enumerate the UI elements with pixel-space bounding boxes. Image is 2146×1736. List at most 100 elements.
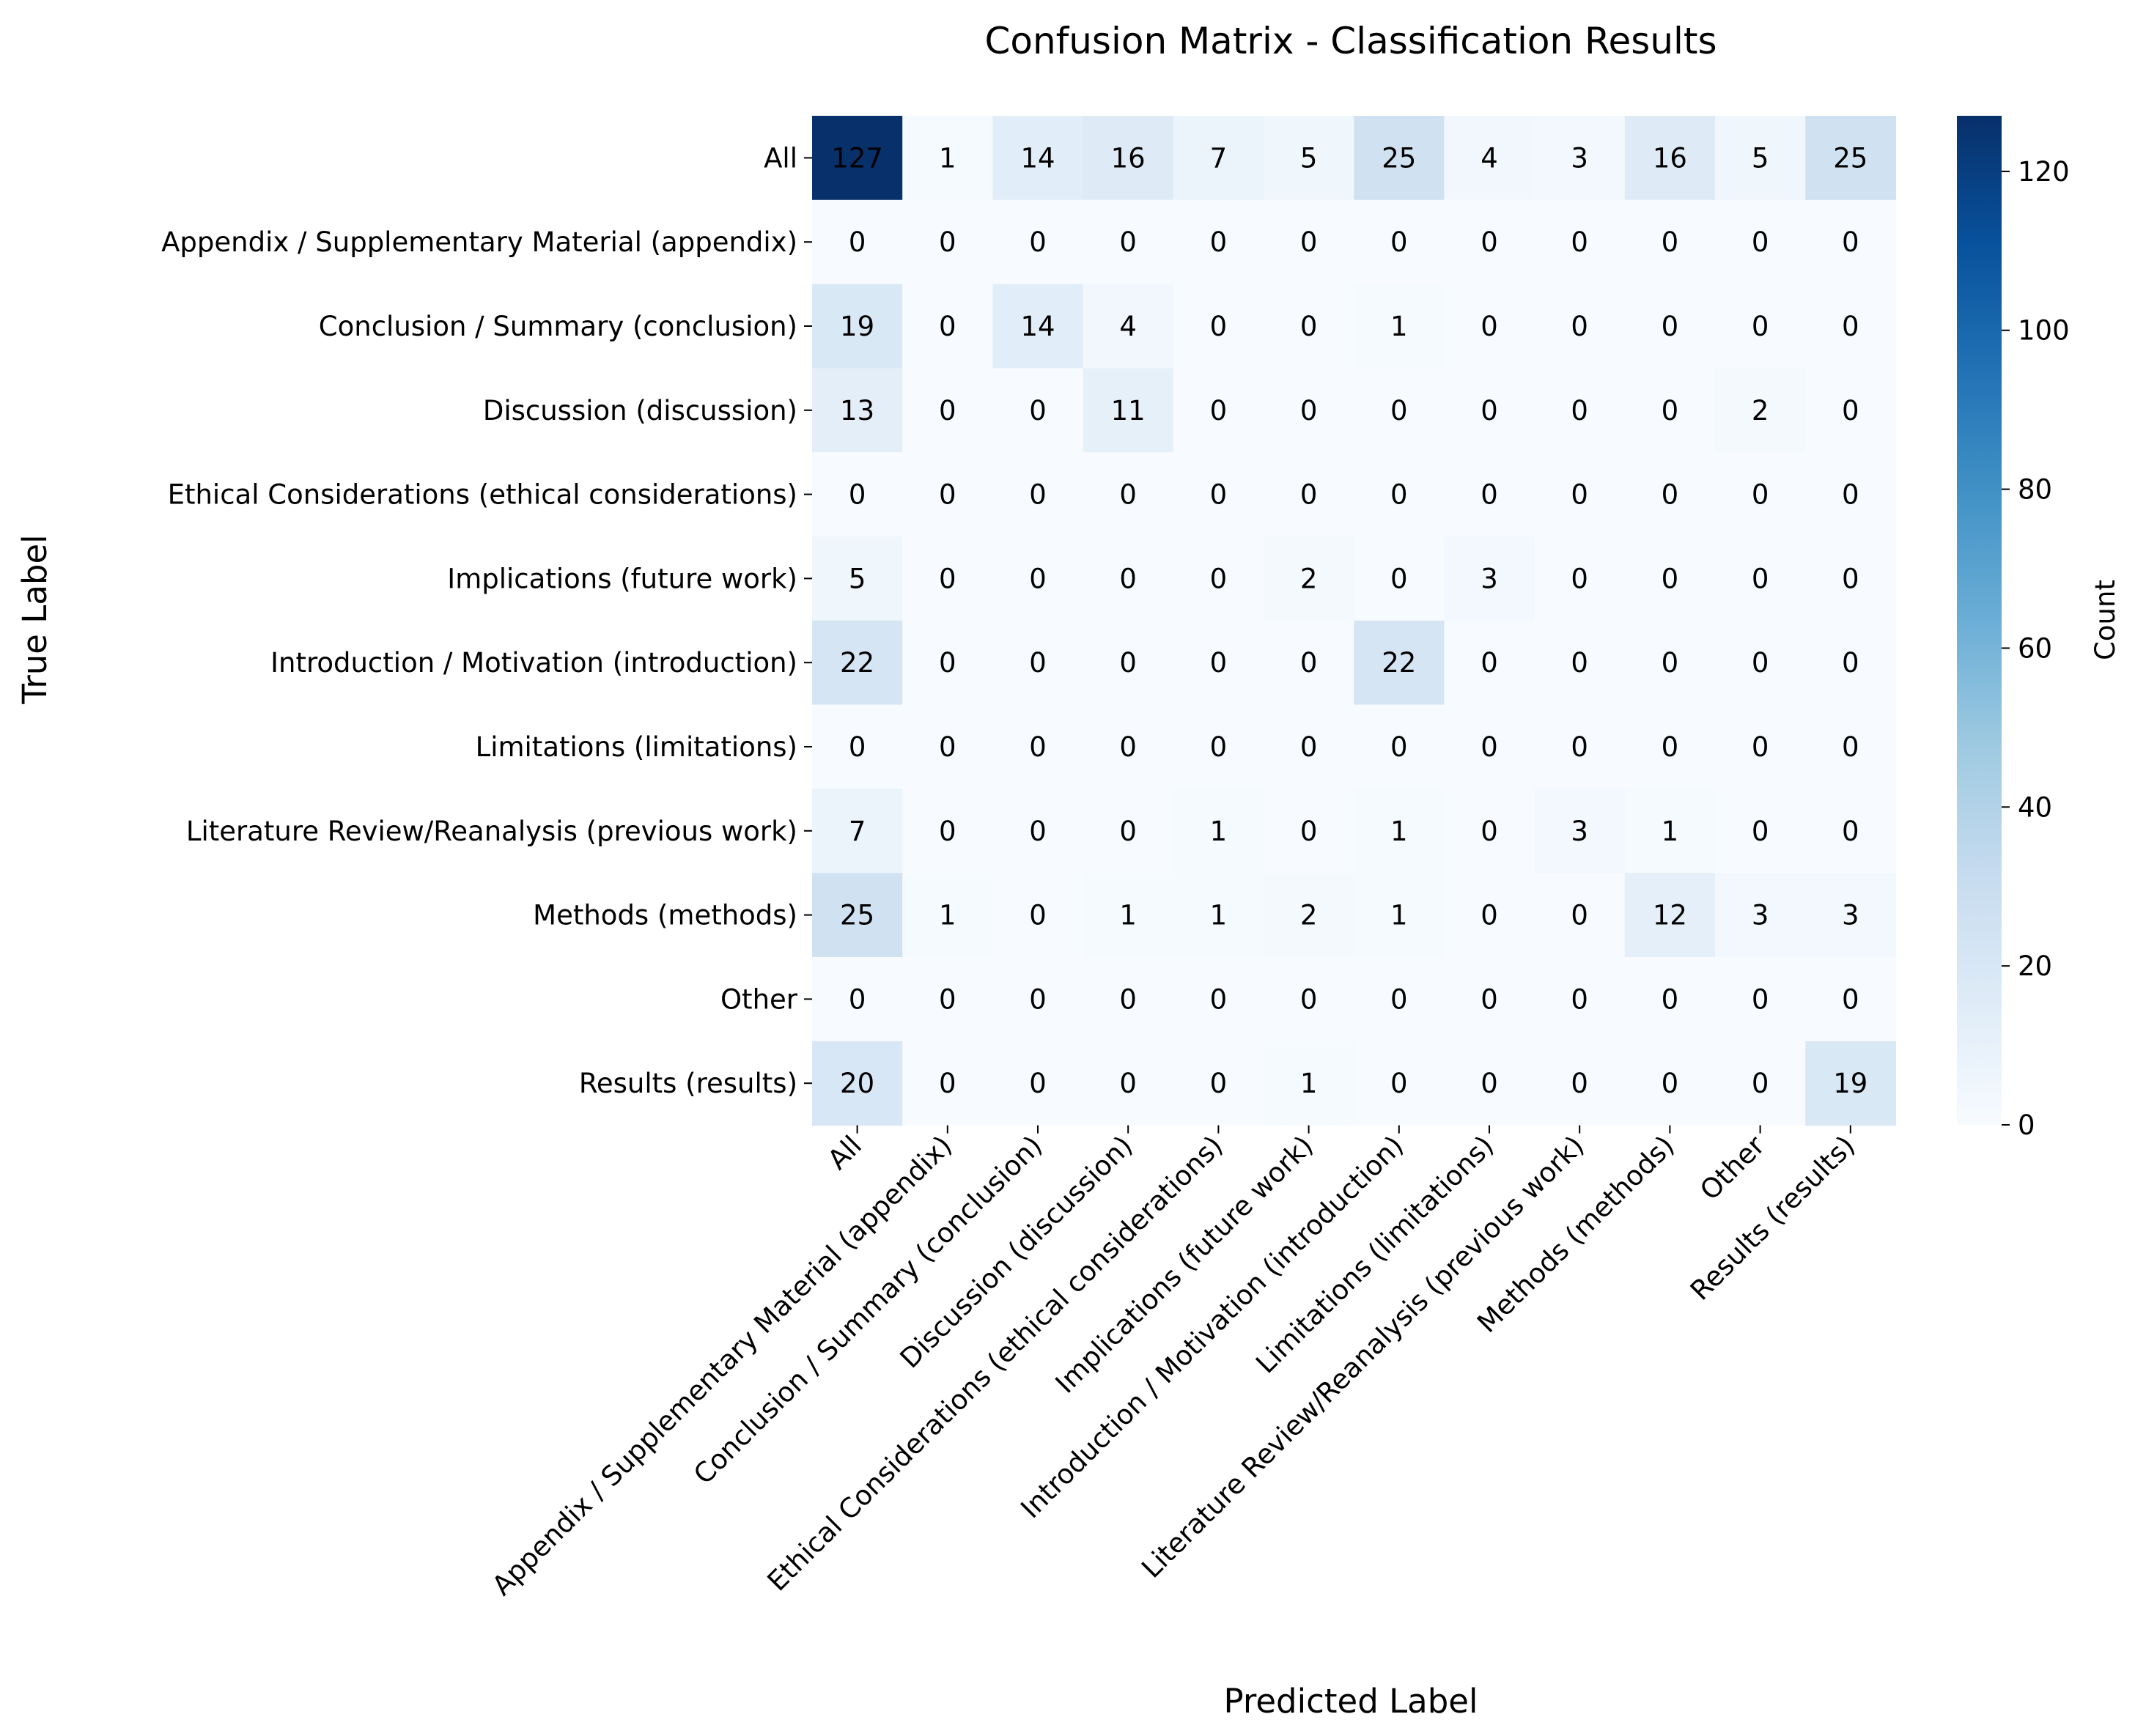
cell-value-label: 0 xyxy=(1210,479,1228,511)
heatmap-cell xyxy=(1264,1041,1354,1126)
cell-value-label: 0 xyxy=(1390,731,1408,763)
heatmap-cell xyxy=(812,536,903,621)
heatmap-cell xyxy=(1173,199,1264,285)
cell-value-label: 0 xyxy=(939,395,956,426)
heatmap-cell xyxy=(1805,704,1896,789)
cell-value-label: 1 xyxy=(939,142,956,174)
cell-value-label: 0 xyxy=(1842,226,1859,258)
cell-value-label: 0 xyxy=(1210,563,1228,594)
cell-value-label: 0 xyxy=(1029,563,1047,594)
heatmap-cell xyxy=(1715,957,1806,1042)
cell-value-label: 0 xyxy=(1481,311,1498,342)
heatmap-cell xyxy=(1715,452,1806,537)
cell-value-label: 0 xyxy=(1662,983,1679,1015)
cell-value-label: 0 xyxy=(1842,731,1859,763)
colorbar-tick-label: 0 xyxy=(2018,1109,2035,1141)
cell-value-label: 0 xyxy=(939,563,956,594)
cell-value-label: 0 xyxy=(1752,816,1769,847)
heatmap-cell xyxy=(992,368,1084,453)
cell-value-label: 1 xyxy=(1210,900,1228,931)
cell-value-label: 0 xyxy=(1662,1068,1679,1099)
heatmap-cell xyxy=(1805,788,1896,873)
heatmap-cell xyxy=(1534,116,1626,201)
cell-value-label: 0 xyxy=(1119,816,1137,847)
cell-value-label: 0 xyxy=(1481,816,1498,847)
heatmap-cell xyxy=(1805,116,1896,201)
cell-value-label: 0 xyxy=(1210,731,1228,763)
cell-value-label: 0 xyxy=(1390,563,1408,594)
heatmap-cell xyxy=(992,788,1084,873)
heatmap-cell xyxy=(1805,957,1896,1042)
heatmap-cell xyxy=(1173,788,1264,873)
cell-value-label: 0 xyxy=(1481,226,1498,258)
cell-value-label: 0 xyxy=(1119,1068,1137,1099)
cell-value-label: 3 xyxy=(1571,816,1588,847)
cell-value-label: 0 xyxy=(1481,900,1498,931)
cell-value-label: 16 xyxy=(1111,142,1146,174)
heatmap-cell xyxy=(992,116,1084,201)
heatmap-cell xyxy=(1083,536,1174,621)
heatmap-cell xyxy=(1624,704,1716,789)
heatmap-cell xyxy=(902,957,993,1042)
cell-value-label: 0 xyxy=(849,983,866,1015)
cell-value-label: 0 xyxy=(1571,983,1588,1015)
heatmap-cell xyxy=(812,284,903,369)
cell-value-label: 0 xyxy=(1842,816,1859,847)
x-axis-label: Predicted Label xyxy=(1224,1682,1478,1721)
heatmap-cell xyxy=(1444,452,1535,537)
heatmap-cell xyxy=(1624,957,1716,1042)
heatmap-cell xyxy=(1715,620,1806,706)
cell-value-label: 0 xyxy=(1662,647,1679,679)
heatmap-cell xyxy=(1805,620,1896,706)
cell-value-label: 0 xyxy=(1481,395,1498,426)
heatmap-cell xyxy=(1264,873,1354,958)
cell-value-label: 3 xyxy=(1571,142,1588,174)
heatmap-cell xyxy=(902,1041,993,1126)
cell-value-label: 0 xyxy=(1029,647,1047,679)
cell-value-label: 1 xyxy=(1119,900,1137,931)
heatmap-cell xyxy=(902,620,993,706)
cell-value-label: 2 xyxy=(1752,395,1769,426)
heatmap-cell xyxy=(1354,452,1445,537)
cell-value-label: 0 xyxy=(1210,1068,1228,1099)
heatmap-cell xyxy=(1805,873,1896,958)
heatmap-cell xyxy=(1354,536,1445,621)
heatmap-cell xyxy=(1173,452,1264,537)
cell-value-label: 0 xyxy=(1662,563,1679,594)
cell-value-label: 0 xyxy=(939,226,956,258)
y-tick-label: Methods (methods) xyxy=(533,900,797,931)
cell-value-label: 4 xyxy=(1481,142,1498,174)
heatmap-cell xyxy=(1715,873,1806,958)
y-axis-label: True Label xyxy=(15,534,54,704)
heatmap-cell xyxy=(1715,199,1806,285)
heatmap-cell xyxy=(1715,284,1806,369)
cell-value-label: 0 xyxy=(1752,563,1769,594)
heatmap-cell xyxy=(992,620,1084,706)
heatmap-cell xyxy=(1534,536,1626,621)
cell-value-label: 0 xyxy=(1029,1068,1047,1099)
heatmap-cell xyxy=(1624,368,1716,453)
heatmap-cell xyxy=(1264,284,1354,369)
cell-value-label: 25 xyxy=(840,900,874,931)
heatmap-cell xyxy=(1444,284,1535,369)
heatmap-cell xyxy=(992,284,1084,369)
heatmap-cell xyxy=(1715,1041,1806,1126)
heatmap-cell xyxy=(992,873,1084,958)
x-tick-label: All xyxy=(822,1130,868,1176)
heatmap-cell xyxy=(1264,199,1354,285)
cell-value-label: 1 xyxy=(1390,311,1408,342)
heatmap-cell xyxy=(1444,620,1535,706)
cell-value-label: 0 xyxy=(1119,647,1137,679)
heatmap-cell xyxy=(1534,704,1626,789)
heatmap-cell xyxy=(902,368,993,453)
heatmap-cell xyxy=(812,199,903,285)
colorbar-tick-label: 120 xyxy=(2018,156,2070,188)
cell-value-label: 0 xyxy=(1752,311,1769,342)
cell-value-label: 0 xyxy=(1119,479,1137,511)
heatmap-cell xyxy=(1083,620,1174,706)
heatmap-cell xyxy=(992,957,1084,1042)
heatmap-cell xyxy=(1624,536,1716,621)
heatmap-cell xyxy=(1354,957,1445,1042)
cell-value-label: 0 xyxy=(1571,1068,1588,1099)
